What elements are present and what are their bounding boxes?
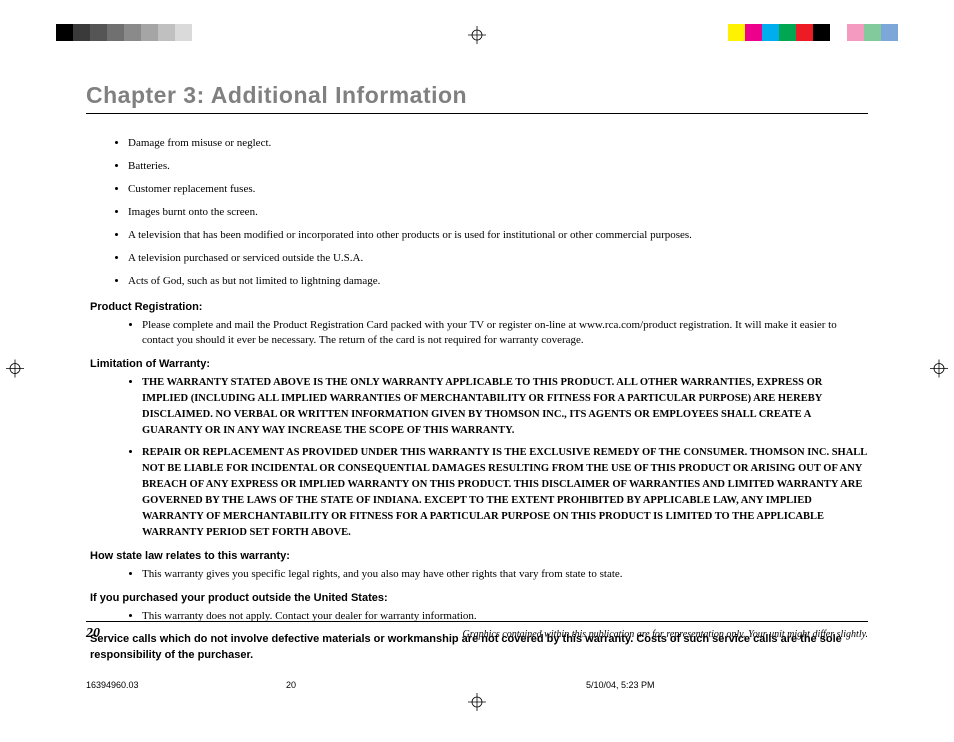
list-item: Batteries.: [128, 159, 868, 175]
list-item: REPAIR OR REPLACEMENT AS PROVIDED UNDER …: [142, 445, 868, 541]
page-footer: 20 Graphics contained within this public…: [86, 621, 868, 642]
list-item: Damage from misuse or neglect.: [128, 136, 868, 152]
footer-note: Graphics contained within this publicati…: [463, 629, 868, 640]
section-head-statelaw: How state law relates to this warranty:: [86, 549, 868, 565]
color-swatch: [779, 24, 796, 41]
slug-file: 16394960.03: [86, 680, 139, 690]
section-head-outside-us: If you purchased your product outside th…: [86, 591, 868, 607]
limitation-bullets: THE WARRANTY STATED ABOVE IS THE ONLY WA…: [86, 375, 868, 540]
color-swatch: [796, 24, 813, 41]
footer-rule: [86, 621, 868, 622]
color-swatch: [90, 24, 107, 41]
color-bar-left: [56, 24, 209, 41]
list-item: Acts of God, such as but not limited to …: [128, 274, 868, 290]
color-swatch: [192, 24, 209, 41]
color-swatch: [813, 24, 830, 41]
color-swatch: [881, 24, 898, 41]
color-swatch: [745, 24, 762, 41]
list-item: This warranty gives you specific legal r…: [142, 567, 868, 583]
registration-mark-icon: [930, 360, 948, 383]
registration-mark-icon: [468, 26, 486, 49]
color-swatch: [864, 24, 881, 41]
list-item: Customer replacement fuses.: [128, 182, 868, 198]
registration-mark-icon: [468, 693, 486, 716]
color-swatch: [107, 24, 124, 41]
list-item: A television that has been modified or i…: [128, 228, 868, 244]
color-swatch: [762, 24, 779, 41]
registration-bullets: Please complete and mail the Product Reg…: [86, 318, 868, 350]
print-slug: 16394960.03 20 5/10/04, 5:23 PM: [86, 680, 868, 690]
slug-page: 20: [286, 680, 296, 690]
color-swatch: [56, 24, 73, 41]
list-item: THE WARRANTY STATED ABOVE IS THE ONLY WA…: [142, 375, 868, 439]
chapter-title: Chapter 3: Additional Information: [86, 82, 868, 113]
body-content: Damage from misuse or neglect. Batteries…: [86, 136, 868, 663]
limitation-text: REPAIR OR REPLACEMENT AS PROVIDED UNDER …: [142, 447, 867, 538]
slug-date: 5/10/04, 5:23 PM: [586, 680, 655, 690]
exclusion-bullets: Damage from misuse or neglect. Batteries…: [86, 136, 868, 290]
color-bar-right: [728, 24, 898, 41]
list-item: Please complete and mail the Product Reg…: [142, 318, 868, 350]
color-swatch: [158, 24, 175, 41]
limitation-text: THE WARRANTY STATED ABOVE IS THE ONLY WA…: [142, 377, 822, 436]
color-swatch: [175, 24, 192, 41]
color-swatch: [830, 24, 847, 41]
section-head-registration: Product Registration:: [86, 300, 868, 316]
title-rule: [86, 113, 868, 114]
registration-mark-icon: [6, 360, 24, 383]
list-item: Images burnt onto the screen.: [128, 205, 868, 221]
color-swatch: [141, 24, 158, 41]
section-head-limitation: Limitation of Warranty:: [86, 357, 868, 373]
page-content: Chapter 3: Additional Information Damage…: [86, 82, 868, 642]
list-item: A television purchased or serviced outsi…: [128, 251, 868, 267]
color-swatch: [847, 24, 864, 41]
statelaw-bullets: This warranty gives you specific legal r…: [86, 567, 868, 583]
color-swatch: [73, 24, 90, 41]
page-number: 20: [86, 626, 100, 642]
color-swatch: [124, 24, 141, 41]
color-swatch: [728, 24, 745, 41]
